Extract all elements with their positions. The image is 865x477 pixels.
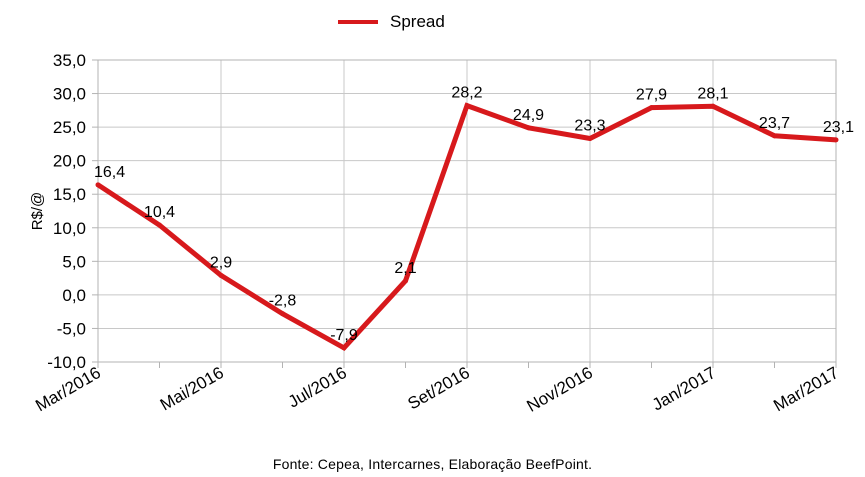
legend: Spread	[338, 9, 445, 35]
data-point	[833, 137, 839, 143]
data-label: 27,9	[636, 87, 667, 104]
y-tick-label: 35,0	[53, 51, 86, 70]
data-label: 2,1	[394, 260, 416, 277]
data-label: 28,2	[451, 85, 482, 102]
x-tick-label: Mai/2016	[157, 363, 227, 414]
y-tick-label: -10,0	[47, 353, 86, 372]
data-point	[772, 133, 777, 139]
data-point	[710, 103, 716, 109]
y-tick-label: -5,0	[57, 319, 86, 338]
y-tick-label: 0,0	[62, 286, 86, 305]
data-label: 10,4	[144, 204, 175, 221]
plot-area	[97, 59, 837, 363]
data-label: -2,8	[269, 293, 297, 310]
data-point	[587, 136, 593, 142]
data-label: -7,9	[330, 327, 358, 344]
y-tick-label: 20,0	[53, 152, 86, 171]
x-tick-label: Set/2016	[405, 363, 473, 413]
data-point	[526, 125, 531, 131]
data-point	[464, 103, 470, 109]
source-caption: Fonte: Cepea, Intercarnes, Elaboração Be…	[272, 456, 593, 472]
data-point	[403, 278, 408, 284]
legend-label: Spread	[390, 12, 445, 31]
data-label: 23,3	[574, 118, 605, 135]
data-point	[218, 272, 224, 278]
data-label: 24,9	[513, 107, 544, 124]
y-axis-title: R$/@	[29, 192, 46, 231]
x-tick-label: Mar/2017	[770, 363, 842, 415]
y-tick-label: 15,0	[53, 185, 86, 204]
legend-swatch	[338, 20, 378, 24]
y-tick-label: 25,0	[53, 118, 86, 137]
data-point	[341, 345, 347, 351]
data-point	[95, 182, 101, 188]
data-point	[157, 222, 162, 228]
data-point	[280, 311, 285, 317]
data-point	[649, 105, 654, 111]
y-tick-label: 30,0	[53, 85, 86, 104]
data-label: 23,7	[759, 115, 790, 132]
x-tick-label: Nov/2016	[523, 363, 596, 416]
y-tick-label: 10,0	[53, 219, 86, 238]
data-label: 23,1	[823, 119, 854, 136]
data-label: 2,9	[210, 254, 232, 271]
x-tick-label: Jul/2016	[285, 363, 350, 412]
y-tick-label: 5,0	[62, 252, 86, 271]
data-label: 28,1	[697, 85, 728, 102]
x-tick-label: Jan/2017	[649, 363, 719, 414]
data-label: 16,4	[94, 164, 125, 181]
